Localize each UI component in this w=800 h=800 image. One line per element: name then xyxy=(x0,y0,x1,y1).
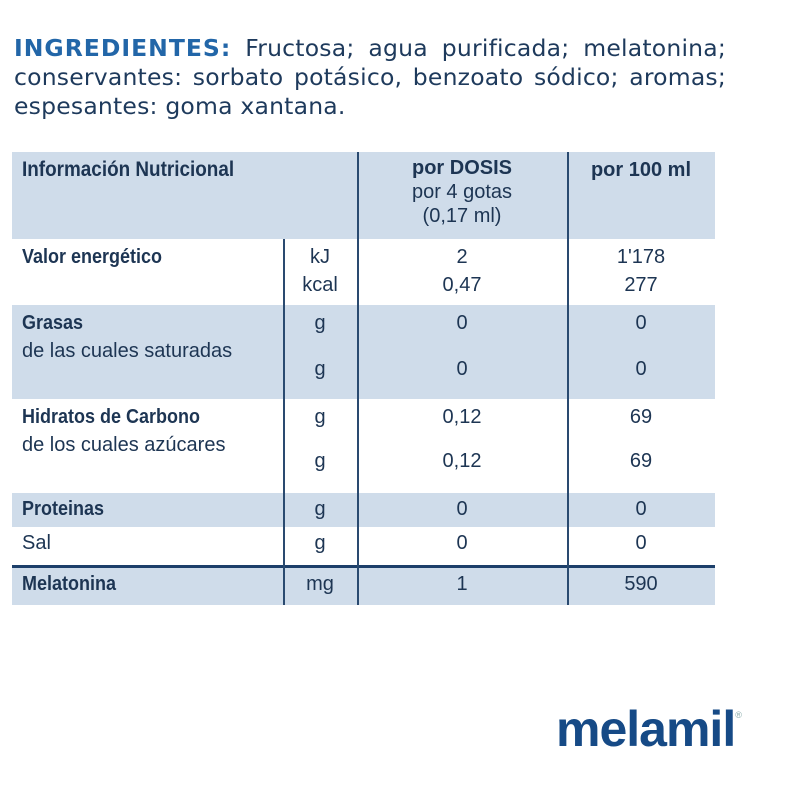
table-row: Valor energético kJ kcal 2 0,47 1'178 27… xyxy=(12,239,715,305)
dose-value: 0,12 xyxy=(442,406,482,428)
p100-value: 277 xyxy=(624,274,658,296)
table-header: Información Nutricional por DOSIS por 4 g… xyxy=(12,152,715,239)
row-sublabel: de las cuales saturadas xyxy=(22,340,233,362)
dose-value: 0 xyxy=(456,532,468,554)
column-divider xyxy=(283,239,285,605)
dose-value: 1 xyxy=(456,573,468,595)
p100-value: 0 xyxy=(635,312,647,334)
table-row: Sal g 0 0 xyxy=(12,527,715,565)
p100-value: 0 xyxy=(635,358,647,380)
header-label: Información Nutricional xyxy=(22,158,235,181)
unit: g xyxy=(314,532,326,554)
ingredients-text: INGREDIENTES: Fructosa; agua purificada;… xyxy=(14,34,726,121)
unit: g xyxy=(314,498,326,520)
p100-value: 69 xyxy=(629,450,653,472)
nutrition-table: Información Nutricional por DOSIS por 4 g… xyxy=(12,152,715,605)
row-label: Hidratos de Carbono xyxy=(22,406,201,428)
dose-value: 2 xyxy=(456,246,468,268)
unit: mg xyxy=(306,573,334,595)
unit: kJ xyxy=(310,246,330,268)
row-label: Valor energético xyxy=(22,246,163,268)
row-label: Sal xyxy=(22,532,51,554)
column-divider xyxy=(357,152,359,605)
dose-value: 0 xyxy=(456,358,468,380)
p100-value: 1'178 xyxy=(616,246,666,268)
dose-value: 0,12 xyxy=(442,450,482,472)
header-dose: por DOSIS por 4 gotas (0,17 ml) xyxy=(411,157,513,227)
table-row: Melatonina mg 1 590 xyxy=(12,565,715,605)
p100-value: 590 xyxy=(624,573,658,595)
table-row: Proteinas g 0 0 xyxy=(12,493,715,527)
row-sublabel: de los cuales azúcares xyxy=(22,434,226,456)
brand-logo: melamil® xyxy=(556,701,742,757)
table-row: Grasas de las cuales saturadas g g 0 0 0… xyxy=(12,305,715,399)
unit: g xyxy=(314,406,326,428)
p100-value: 0 xyxy=(635,532,647,554)
ingredients-list: Fructosa; agua purificada; melatonina; c… xyxy=(14,34,726,120)
p100-value: 0 xyxy=(635,498,647,520)
dose-value: 0 xyxy=(456,498,468,520)
column-divider xyxy=(567,152,569,605)
unit: kcal xyxy=(302,274,338,296)
unit: g xyxy=(314,450,326,472)
p100-value: 69 xyxy=(629,406,653,428)
table-row: Hidratos de Carbono de los cuales azúcar… xyxy=(12,399,715,493)
header-p100: por 100 ml xyxy=(590,159,692,181)
unit: g xyxy=(314,312,326,334)
dose-value: 0,47 xyxy=(442,274,482,296)
dose-value: 0 xyxy=(456,312,468,334)
unit: g xyxy=(314,358,326,380)
row-label: Melatonina xyxy=(22,573,117,595)
row-label: Grasas xyxy=(22,312,84,334)
row-label: Proteinas xyxy=(22,498,105,520)
ingredients-heading: INGREDIENTES: xyxy=(14,34,232,62)
